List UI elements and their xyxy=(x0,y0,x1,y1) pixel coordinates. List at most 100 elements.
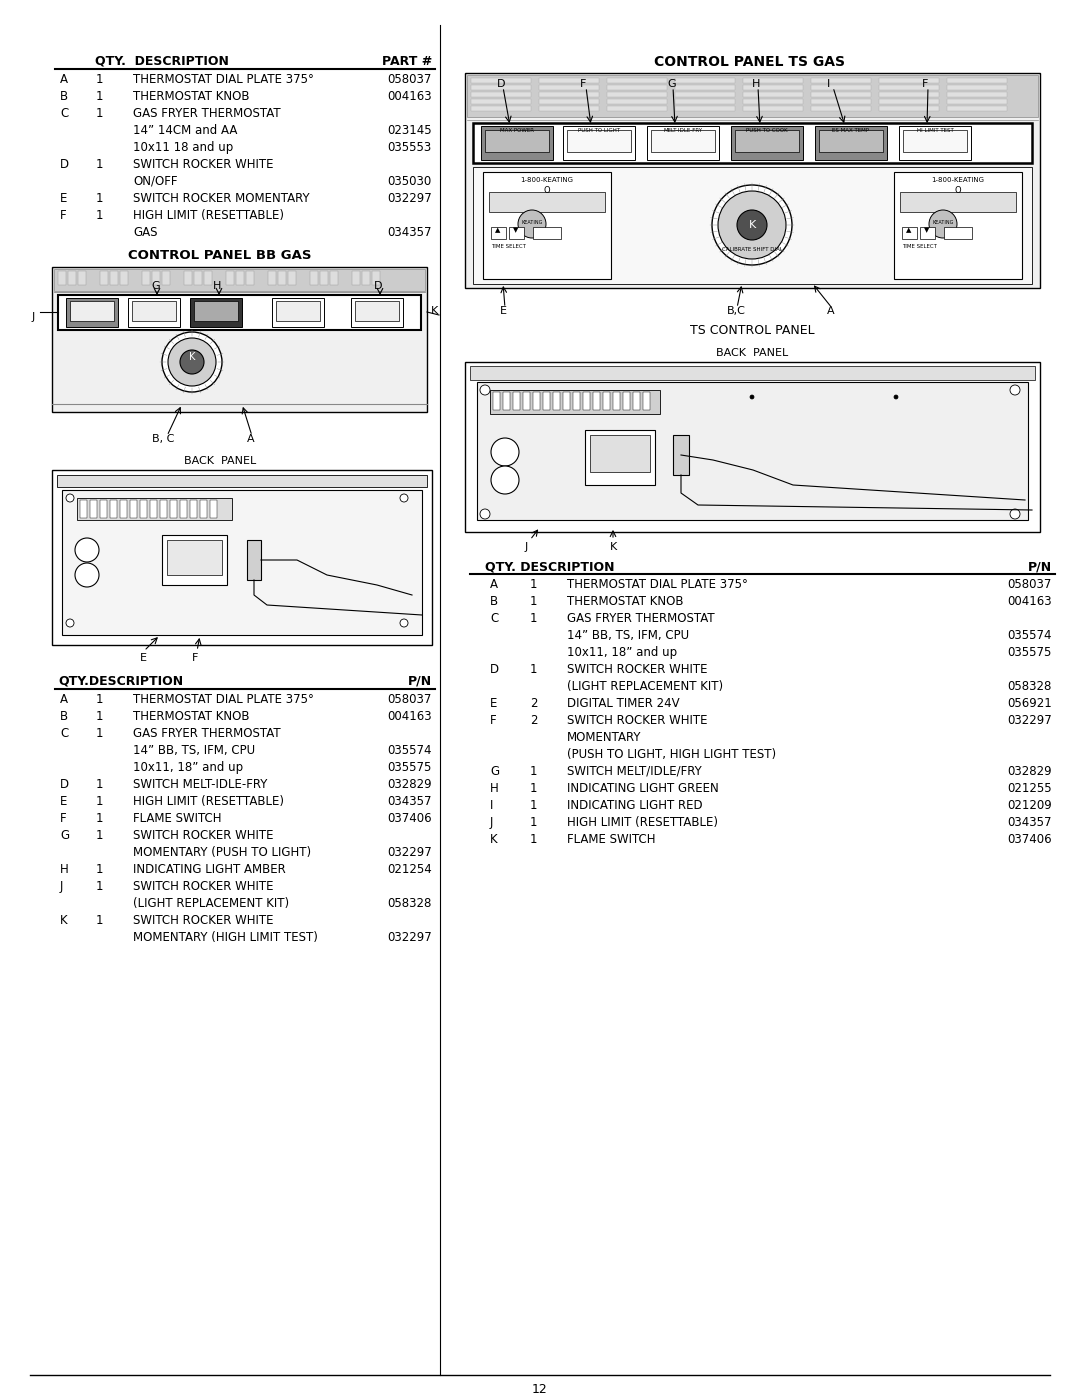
Circle shape xyxy=(83,298,91,305)
Text: SWITCH ROCKER WHITE: SWITCH ROCKER WHITE xyxy=(567,714,707,726)
Text: F: F xyxy=(60,210,67,222)
Bar xyxy=(320,271,328,285)
Text: 1: 1 xyxy=(530,833,538,847)
Text: 034357: 034357 xyxy=(388,226,432,239)
Text: 058328: 058328 xyxy=(1008,680,1052,693)
Text: 2: 2 xyxy=(530,697,538,710)
Bar xyxy=(57,475,427,488)
Text: 1: 1 xyxy=(530,766,538,778)
Text: E: E xyxy=(140,652,147,664)
Text: ES MAX TEMP: ES MAX TEMP xyxy=(833,129,869,133)
Bar xyxy=(894,172,1022,279)
Circle shape xyxy=(480,509,490,520)
Text: B: B xyxy=(490,595,498,608)
Bar xyxy=(140,500,147,518)
Text: D: D xyxy=(60,158,69,170)
Text: 1: 1 xyxy=(530,782,538,795)
Bar xyxy=(352,271,360,285)
Text: SWITCH ROCKER WHITE: SWITCH ROCKER WHITE xyxy=(133,828,273,842)
Bar xyxy=(162,271,170,285)
Bar xyxy=(54,270,426,291)
Bar xyxy=(152,271,160,285)
Text: TS CONTROL PANEL: TS CONTROL PANEL xyxy=(690,324,814,337)
Text: H: H xyxy=(490,782,499,795)
Text: B: B xyxy=(60,710,68,724)
Text: 1: 1 xyxy=(96,108,104,120)
Bar xyxy=(268,271,276,285)
Text: KEATING: KEATING xyxy=(522,219,542,225)
Bar xyxy=(607,78,667,82)
Text: 1: 1 xyxy=(96,812,104,826)
Text: 1: 1 xyxy=(96,710,104,724)
Bar xyxy=(485,130,549,152)
Bar xyxy=(819,130,883,152)
Bar xyxy=(947,85,1007,89)
Bar xyxy=(590,434,650,472)
Text: 032297: 032297 xyxy=(1008,714,1052,726)
Text: 035574: 035574 xyxy=(388,745,432,757)
Text: 004163: 004163 xyxy=(1008,595,1052,608)
Bar xyxy=(903,130,967,152)
Bar xyxy=(473,123,1032,163)
Bar xyxy=(120,271,129,285)
Bar xyxy=(471,99,531,103)
Circle shape xyxy=(518,210,546,237)
Bar xyxy=(613,393,620,409)
Text: 14” BB, TS, IFM, CPU: 14” BB, TS, IFM, CPU xyxy=(567,629,689,643)
Text: 004163: 004163 xyxy=(388,710,432,724)
Text: 1: 1 xyxy=(96,880,104,893)
Bar xyxy=(481,126,553,161)
Text: SWITCH ROCKER WHITE: SWITCH ROCKER WHITE xyxy=(133,880,273,893)
Bar xyxy=(66,298,118,327)
Text: QTY. DESCRIPTION: QTY. DESCRIPTION xyxy=(485,560,615,573)
Circle shape xyxy=(480,386,490,395)
Bar xyxy=(62,490,422,636)
Text: 1: 1 xyxy=(530,595,538,608)
Text: P/N: P/N xyxy=(408,675,432,687)
Bar xyxy=(675,85,735,89)
Text: I: I xyxy=(490,799,494,812)
Bar xyxy=(473,168,1032,284)
Bar xyxy=(675,78,735,82)
Text: QTY.  DESCRIPTION: QTY. DESCRIPTION xyxy=(95,54,229,68)
Bar xyxy=(190,298,242,327)
Text: K: K xyxy=(60,914,68,928)
Text: F: F xyxy=(60,812,67,826)
Text: H: H xyxy=(752,80,760,89)
Text: 12: 12 xyxy=(532,1383,548,1396)
Text: C: C xyxy=(60,726,68,740)
Bar xyxy=(675,106,735,110)
Text: A: A xyxy=(490,578,498,591)
Bar xyxy=(607,106,667,110)
Bar xyxy=(110,271,118,285)
Bar xyxy=(465,362,1040,532)
Bar xyxy=(471,85,531,89)
Bar xyxy=(58,271,66,285)
Circle shape xyxy=(1010,386,1020,395)
Bar xyxy=(509,226,524,239)
Text: INDICATING LIGHT GREEN: INDICATING LIGHT GREEN xyxy=(567,782,719,795)
Text: 1: 1 xyxy=(530,664,538,676)
Circle shape xyxy=(400,619,408,627)
Bar xyxy=(879,85,939,89)
Bar xyxy=(567,130,631,152)
Bar xyxy=(141,271,150,285)
Bar xyxy=(200,500,207,518)
Circle shape xyxy=(168,338,216,386)
Bar xyxy=(523,393,530,409)
Bar xyxy=(743,92,804,96)
Text: 034357: 034357 xyxy=(388,795,432,807)
Bar xyxy=(90,500,97,518)
Circle shape xyxy=(66,495,75,502)
Text: 035030: 035030 xyxy=(388,175,432,189)
Bar xyxy=(162,535,227,585)
Text: K: K xyxy=(748,219,756,231)
Circle shape xyxy=(491,439,519,467)
Text: GAS FRYER THERMOSTAT: GAS FRYER THERMOSTAT xyxy=(133,726,281,740)
Bar xyxy=(160,500,167,518)
Bar xyxy=(633,393,640,409)
Bar xyxy=(623,393,630,409)
Circle shape xyxy=(718,191,786,258)
Bar xyxy=(372,271,380,285)
Text: 021255: 021255 xyxy=(1008,782,1052,795)
